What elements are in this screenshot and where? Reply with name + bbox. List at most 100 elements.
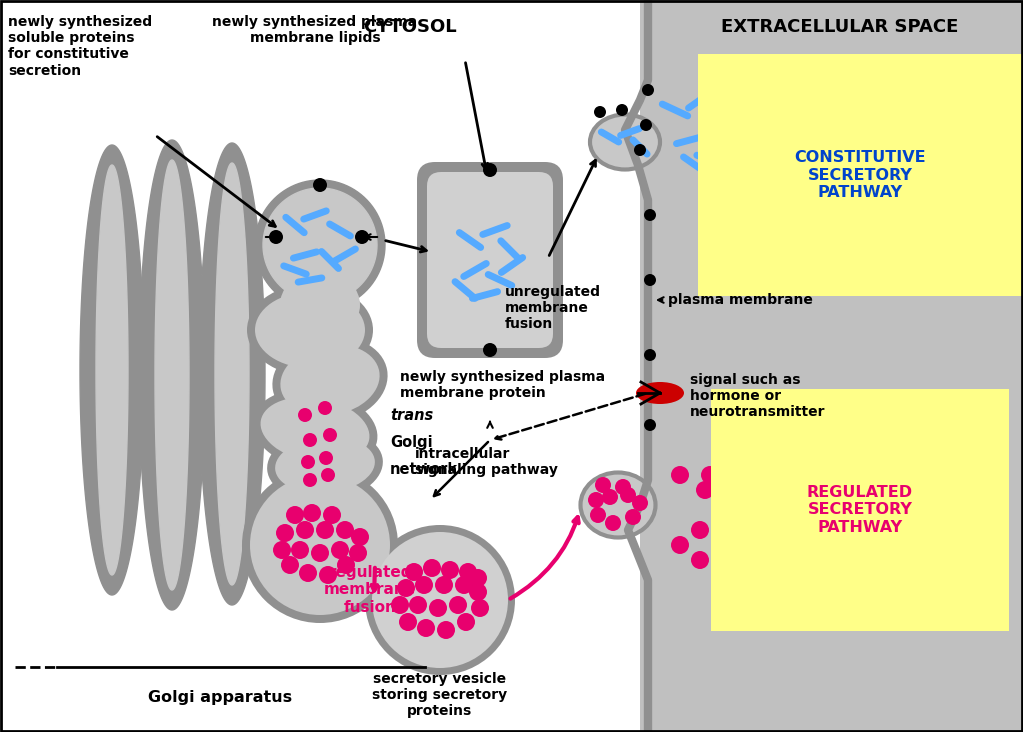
Circle shape — [455, 576, 473, 594]
Circle shape — [640, 119, 652, 131]
Circle shape — [391, 596, 409, 614]
Circle shape — [602, 489, 618, 505]
Circle shape — [417, 619, 435, 637]
Text: regulated
membrane
fusion: regulated membrane fusion — [324, 565, 416, 615]
Circle shape — [295, 478, 345, 528]
Circle shape — [605, 515, 621, 531]
Circle shape — [634, 144, 646, 156]
Circle shape — [321, 468, 335, 482]
Circle shape — [295, 502, 345, 552]
Circle shape — [471, 599, 489, 617]
Circle shape — [316, 521, 333, 539]
Ellipse shape — [253, 389, 377, 471]
Text: CYTOSOL: CYTOSOL — [363, 18, 457, 36]
Text: signal such as
hormone or
neurotransmitter: signal such as hormone or neurotransmitt… — [690, 373, 826, 419]
Polygon shape — [139, 140, 205, 610]
Text: newly synthesized plasma
membrane protein: newly synthesized plasma membrane protei… — [400, 370, 606, 400]
Circle shape — [437, 621, 455, 639]
Ellipse shape — [255, 292, 365, 368]
Circle shape — [595, 477, 611, 493]
Circle shape — [711, 536, 729, 554]
Circle shape — [300, 275, 360, 335]
Circle shape — [615, 479, 631, 495]
Ellipse shape — [275, 437, 374, 493]
Circle shape — [696, 481, 714, 499]
Text: newly synthesized
soluble proteins
for constitutive
secretion: newly synthesized soluble proteins for c… — [8, 15, 152, 78]
Circle shape — [441, 561, 459, 579]
Circle shape — [323, 428, 337, 442]
Circle shape — [429, 599, 447, 617]
Circle shape — [269, 230, 283, 244]
Circle shape — [590, 507, 606, 523]
FancyBboxPatch shape — [417, 162, 563, 358]
Circle shape — [319, 451, 333, 465]
Ellipse shape — [590, 114, 660, 170]
Text: Golgi apparatus: Golgi apparatus — [148, 690, 292, 705]
Circle shape — [644, 209, 656, 221]
Circle shape — [295, 510, 345, 560]
Circle shape — [625, 509, 641, 525]
Circle shape — [459, 563, 477, 581]
Circle shape — [644, 419, 656, 431]
Circle shape — [632, 495, 648, 511]
Circle shape — [280, 275, 340, 335]
Polygon shape — [155, 160, 189, 590]
Circle shape — [298, 408, 312, 422]
Circle shape — [671, 466, 690, 484]
Circle shape — [365, 525, 515, 675]
Circle shape — [336, 521, 354, 539]
Circle shape — [331, 541, 349, 559]
Circle shape — [303, 473, 317, 487]
Text: unregulated
membrane
fusion: unregulated membrane fusion — [505, 285, 601, 332]
Circle shape — [303, 433, 317, 447]
Text: Golgi: Golgi — [390, 435, 433, 450]
Circle shape — [299, 564, 317, 582]
Polygon shape — [263, 188, 377, 302]
Circle shape — [281, 556, 299, 574]
Circle shape — [273, 541, 291, 559]
Circle shape — [457, 613, 475, 631]
Ellipse shape — [261, 397, 369, 463]
Circle shape — [691, 521, 709, 539]
Circle shape — [286, 506, 304, 524]
Polygon shape — [199, 143, 265, 605]
Circle shape — [449, 596, 468, 614]
Ellipse shape — [636, 382, 684, 404]
Circle shape — [405, 563, 422, 581]
Circle shape — [399, 613, 417, 631]
Circle shape — [616, 104, 628, 116]
Polygon shape — [255, 180, 385, 310]
Circle shape — [291, 541, 309, 559]
Circle shape — [318, 401, 332, 415]
Circle shape — [295, 470, 345, 520]
Circle shape — [415, 576, 433, 594]
Text: CONSTITUTIVE
SECRETORY
PATHWAY: CONSTITUTIVE SECRETORY PATHWAY — [794, 150, 926, 200]
Circle shape — [250, 475, 390, 615]
Circle shape — [355, 230, 369, 244]
Bar — [640, 0, 1023, 732]
Circle shape — [311, 544, 329, 562]
Circle shape — [701, 466, 719, 484]
Ellipse shape — [267, 429, 383, 501]
Circle shape — [644, 274, 656, 286]
Circle shape — [313, 178, 327, 192]
Circle shape — [295, 494, 345, 544]
Circle shape — [409, 596, 427, 614]
Polygon shape — [96, 165, 128, 575]
Circle shape — [620, 487, 636, 503]
Text: newly synthesized plasma
membrane lipids: newly synthesized plasma membrane lipids — [213, 15, 417, 45]
Text: EXTRACELLULAR SPACE: EXTRACELLULAR SPACE — [721, 18, 959, 36]
Ellipse shape — [280, 345, 380, 416]
Circle shape — [483, 343, 497, 357]
Circle shape — [422, 559, 441, 577]
Circle shape — [303, 504, 321, 522]
Ellipse shape — [272, 337, 388, 424]
Circle shape — [483, 163, 497, 177]
Circle shape — [642, 84, 654, 96]
Polygon shape — [215, 163, 249, 585]
Circle shape — [711, 501, 729, 519]
FancyBboxPatch shape — [427, 172, 553, 348]
Circle shape — [296, 521, 314, 539]
Circle shape — [588, 492, 604, 508]
Circle shape — [323, 506, 341, 524]
